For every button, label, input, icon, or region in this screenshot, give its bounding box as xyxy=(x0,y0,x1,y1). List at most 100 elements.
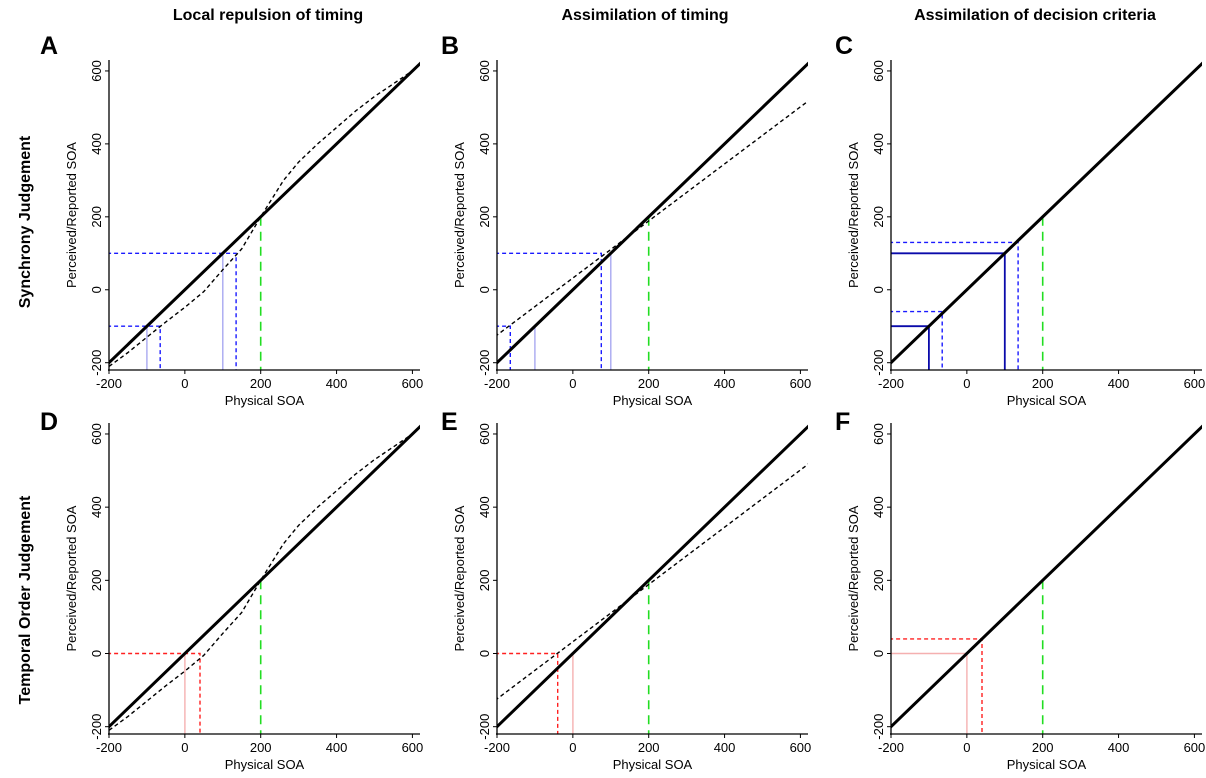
y-tick-label-a--200: -200 xyxy=(89,350,104,376)
y-tick-label-c-200: 200 xyxy=(871,206,886,228)
x-axis-title-e: Physical SOA xyxy=(613,757,693,772)
x-tick-label-c-200: 200 xyxy=(1032,376,1054,391)
plot-area-e xyxy=(497,424,808,734)
x-tick-label-e-200: 200 xyxy=(638,740,660,755)
x-tick-label-e--200: -200 xyxy=(484,740,510,755)
y-tick-label-f-0: 0 xyxy=(871,650,886,657)
guide-line-d-1 xyxy=(109,652,201,734)
x-tick-label-d--200: -200 xyxy=(96,740,122,755)
y-tick-label-e-200: 200 xyxy=(477,569,492,591)
x-tick-label-f-600: 600 xyxy=(1184,740,1206,755)
x-tick-label-c-0: 0 xyxy=(963,376,970,391)
x-tick-label-a-200: 200 xyxy=(250,376,272,391)
x-tick-label-c--200: -200 xyxy=(878,376,904,391)
identity-line-f xyxy=(891,424,1202,729)
guide-line-a-1 xyxy=(109,325,161,370)
x-tick-label-b-200: 200 xyxy=(638,376,660,391)
x-tick-label-d-200: 200 xyxy=(250,740,272,755)
x-tick-label-a-600: 600 xyxy=(402,376,424,391)
x-tick-label-d-0: 0 xyxy=(181,740,188,755)
identity-line-b xyxy=(497,61,808,365)
column-title-local-repulsion: Local repulsion of timing xyxy=(172,7,364,24)
column-title-assimilation-timing: Assimilation of timing xyxy=(561,7,729,24)
x-tick-label-f--200: -200 xyxy=(878,740,904,755)
x-tick-label-b--200: -200 xyxy=(484,376,510,391)
x-tick-label-c-600: 600 xyxy=(1184,376,1206,391)
y-tick-label-b-600: 600 xyxy=(477,60,492,82)
x-axis-title-f: Physical SOA xyxy=(1007,757,1087,772)
y-axis-title-d: Perceived/Reported SOA xyxy=(64,505,79,651)
panel-c: -200 0 200 400 600 -200 0 200 400 600 Physical SOA… xyxy=(846,60,1206,408)
y-axis-title-b: Perceived/Reported SOA xyxy=(452,142,467,288)
y-tick-label-e--200: -200 xyxy=(477,714,492,740)
panel-letter-f: F xyxy=(835,408,851,436)
guide-line-a-3 xyxy=(109,252,237,370)
x-axis-title-b: Physical SOA xyxy=(613,393,693,408)
y-axis-title-f: Perceived/Reported SOA xyxy=(846,505,861,651)
x-tick-label-d-400: 400 xyxy=(326,740,348,755)
guide-line-c-3 xyxy=(891,241,1019,370)
y-tick-label-e-600: 600 xyxy=(477,423,492,445)
panel-letter-e: E xyxy=(441,408,458,436)
y-tick-label-f--200: -200 xyxy=(871,714,886,740)
y-tick-label-a-0: 0 xyxy=(89,286,104,293)
x-tick-label-a-0: 0 xyxy=(181,376,188,391)
estimate-curve-d xyxy=(109,425,420,731)
y-tick-label-f-200: 200 xyxy=(871,569,886,591)
y-tick-label-c-600: 600 xyxy=(871,60,886,82)
panel-b: -200 0 200 400 600 -200 0 200 400 600 Physical SOA… xyxy=(452,60,812,408)
estimate-curve-a xyxy=(109,62,420,367)
y-tick-label-a-200: 200 xyxy=(89,206,104,228)
y-axis-title-a: Perceived/Reported SOA xyxy=(64,142,79,288)
plot-area-d xyxy=(109,424,420,734)
x-axis-title-d: Physical SOA xyxy=(225,757,305,772)
y-tick-label-b-200: 200 xyxy=(477,206,492,228)
x-tick-label-e-0: 0 xyxy=(569,740,576,755)
y-tick-label-c-400: 400 xyxy=(871,133,886,155)
y-tick-label-d-400: 400 xyxy=(89,496,104,518)
estimate-curve-b xyxy=(497,100,808,336)
x-tick-label-a-400: 400 xyxy=(326,376,348,391)
y-tick-label-d-0: 0 xyxy=(89,650,104,657)
x-tick-label-e-600: 600 xyxy=(790,740,812,755)
panel-letter-b: B xyxy=(441,32,460,60)
identity-line-d xyxy=(109,424,420,729)
panel-a: -200 0 200 400 600 -200 0 200 400 600 Physical SOA… xyxy=(64,60,424,408)
x-tick-label-f-400: 400 xyxy=(1108,740,1130,755)
y-tick-label-d--200: -200 xyxy=(89,714,104,740)
panel-e: -200 0 200 400 600 -200 0 200 400 600 Physical SOA… xyxy=(452,423,812,772)
x-tick-label-b-600: 600 xyxy=(790,376,812,391)
y-tick-label-a-600: 600 xyxy=(89,60,104,82)
plot-area-c xyxy=(891,61,1202,370)
y-tick-label-b-0: 0 xyxy=(477,286,492,293)
x-tick-label-e-400: 400 xyxy=(714,740,736,755)
x-axis-title-a: Physical SOA xyxy=(225,393,305,408)
y-tick-label-f-400: 400 xyxy=(871,496,886,518)
plot-area-f xyxy=(891,424,1202,734)
guide-line-b-1 xyxy=(497,325,511,370)
estimate-curve-e xyxy=(497,463,808,700)
y-axis-title-c: Perceived/Reported SOA xyxy=(846,142,861,288)
panel-d: -200 0 200 400 600 -200 0 200 400 600 Physical SOA… xyxy=(64,423,423,772)
y-tick-label-e-0: 0 xyxy=(477,650,492,657)
plot-area-b xyxy=(497,61,808,370)
y-tick-label-e-400: 400 xyxy=(477,496,492,518)
x-tick-label-b-400: 400 xyxy=(714,376,736,391)
guide-line-e-1 xyxy=(497,652,559,734)
guide-line-c-1 xyxy=(891,310,943,370)
y-tick-label-c--200: -200 xyxy=(871,350,886,376)
x-tick-label-b-0: 0 xyxy=(569,376,576,391)
y-tick-label-b-400: 400 xyxy=(477,133,492,155)
y-axis-title-e: Perceived/Reported SOA xyxy=(452,505,467,651)
guide-line-b-3 xyxy=(497,252,602,370)
identity-line-a xyxy=(109,61,420,365)
identity-line-e xyxy=(497,424,808,729)
panel-letter-c: C xyxy=(835,32,854,60)
x-tick-label-c-400: 400 xyxy=(1108,376,1130,391)
y-tick-label-a-400: 400 xyxy=(89,133,104,155)
x-axis-title-c: Physical SOA xyxy=(1007,393,1087,408)
y-tick-label-c-0: 0 xyxy=(871,286,886,293)
y-tick-label-f-600: 600 xyxy=(871,423,886,445)
column-title-assimilation-criteria: Assimilation of decision criteria xyxy=(914,7,1156,24)
